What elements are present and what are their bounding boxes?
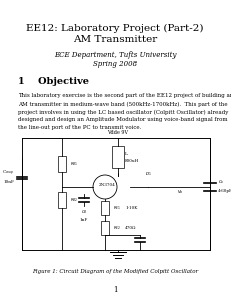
Text: $R_{B1}$: $R_{B1}$ bbox=[70, 160, 79, 168]
Text: 1: 1 bbox=[113, 286, 117, 294]
Text: AM transmitter in medium-wave band (500kHz-1700kHz).  This part of the: AM transmitter in medium-wave band (500k… bbox=[18, 101, 228, 106]
Text: 10nF: 10nF bbox=[3, 180, 14, 184]
Text: 800uH: 800uH bbox=[125, 159, 139, 163]
Text: EE12: Laboratory Project (Part-2): EE12: Laboratory Project (Part-2) bbox=[26, 23, 204, 33]
Bar bbox=[22, 138, 210, 250]
Text: ECE Department, Tufts University: ECE Department, Tufts University bbox=[54, 51, 176, 59]
Text: 470Ω: 470Ω bbox=[125, 226, 136, 230]
Bar bbox=[101, 221, 109, 235]
Text: $R_{E2}$: $R_{E2}$ bbox=[113, 224, 121, 232]
Text: 4-60pF: 4-60pF bbox=[218, 189, 231, 193]
Text: $C_o$: $C_o$ bbox=[218, 178, 225, 186]
Text: This laboratory exercise is the second part of the EE12 project of building an: This laboratory exercise is the second p… bbox=[18, 94, 231, 98]
Text: the line-out port of the PC to transmit voice.: the line-out port of the PC to transmit … bbox=[18, 125, 141, 130]
Text: L₁: L₁ bbox=[125, 152, 130, 156]
Text: designed and design an Amplitude Modulator using voice-band signal from: designed and design an Amplitude Modulat… bbox=[18, 118, 228, 122]
Text: C$_{coup}$: C$_{coup}$ bbox=[2, 169, 14, 177]
Text: $R_{B2}$: $R_{B2}$ bbox=[70, 196, 78, 204]
Text: 1    Objective: 1 Objective bbox=[18, 77, 89, 86]
Text: $R_{E1}$: $R_{E1}$ bbox=[113, 204, 121, 212]
Bar bbox=[58, 156, 66, 172]
Text: 1nF: 1nF bbox=[80, 218, 88, 222]
Text: 2N3704: 2N3704 bbox=[99, 183, 116, 187]
Bar bbox=[112, 146, 124, 168]
Text: 1-10K: 1-10K bbox=[125, 206, 137, 210]
Text: $C_B$: $C_B$ bbox=[81, 208, 87, 216]
Text: Vdde 9V: Vdde 9V bbox=[107, 130, 128, 134]
Text: $v_o$: $v_o$ bbox=[177, 188, 183, 196]
Bar bbox=[101, 201, 109, 215]
Text: project involves in using the LC based oscillator (Colpitt Oscillator) already: project involves in using the LC based o… bbox=[18, 110, 228, 115]
Bar bbox=[58, 192, 66, 208]
Text: $D_1$: $D_1$ bbox=[145, 170, 152, 178]
Text: Spring 2008: Spring 2008 bbox=[93, 60, 137, 68]
Text: Figure 1: Circuit Diagram of the Modified Colpitt Oscillator: Figure 1: Circuit Diagram of the Modifie… bbox=[32, 269, 198, 275]
Text: AM Transmitter: AM Transmitter bbox=[73, 35, 157, 44]
